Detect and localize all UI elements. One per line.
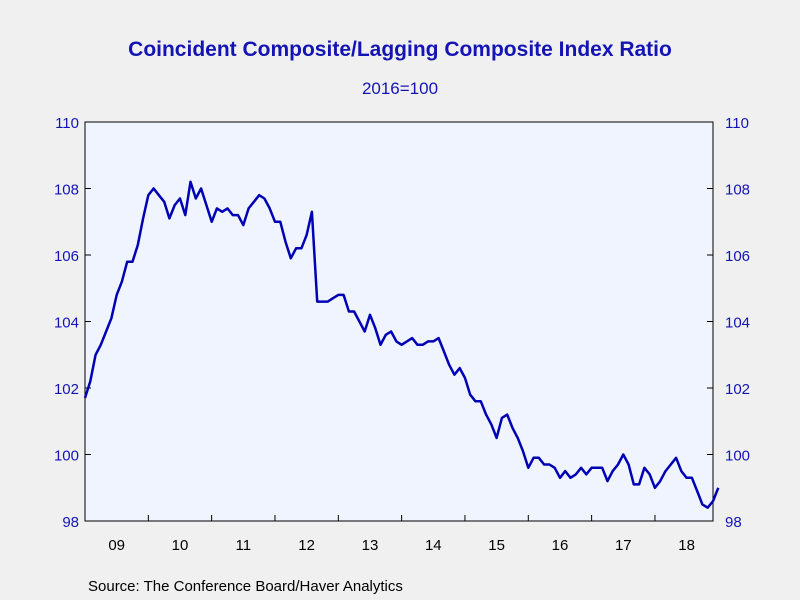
x-tick-label: 16 — [552, 537, 569, 554]
x-tick-label: 12 — [298, 537, 315, 554]
x-tick-label: 09 — [108, 537, 125, 554]
chart-subtitle: 2016=100 — [361, 79, 439, 98]
source-note: Source: The Conference Board/Haver Analy… — [88, 578, 403, 595]
y-tick-label-left: 108 — [54, 182, 79, 199]
y-tick-label-left: 102 — [54, 381, 79, 398]
x-tick-label: 10 — [172, 537, 189, 554]
x-axis: 09 10 11 12 13 14 15 16 17 18 — [108, 515, 695, 554]
left-axis: 98 100 102 104 106 108 110 — [54, 115, 91, 531]
right-axis: 98 100 102 104 106 108 110 — [707, 115, 750, 531]
x-tick-label: 17 — [615, 537, 632, 554]
y-tick-label-left: 100 — [54, 448, 79, 465]
x-tick-label: 11 — [236, 537, 252, 554]
x-tick-label: 13 — [362, 537, 379, 554]
x-tick-label: 15 — [488, 537, 505, 554]
y-tick-label-right: 106 — [725, 248, 750, 265]
y-tick-label-right: 102 — [725, 381, 750, 398]
y-tick-label-left: 104 — [54, 315, 79, 332]
x-tick-label: 18 — [678, 537, 695, 554]
y-tick-label-right: 104 — [725, 315, 750, 332]
y-tick-label-left: 110 — [55, 115, 79, 132]
ratio-series-line — [83, 180, 720, 509]
chart-title: Coincident Composite/Lagging Composite I… — [128, 38, 672, 61]
y-tick-label-right: 98 — [725, 514, 742, 531]
y-tick-label-right: 100 — [725, 448, 750, 465]
x-tick-label: 14 — [425, 537, 442, 554]
y-tick-label-right: 110 — [725, 115, 749, 132]
y-tick-label-left: 98 — [62, 514, 79, 531]
y-tick-label-right: 108 — [725, 182, 750, 199]
y-tick-label-left: 106 — [54, 248, 79, 265]
